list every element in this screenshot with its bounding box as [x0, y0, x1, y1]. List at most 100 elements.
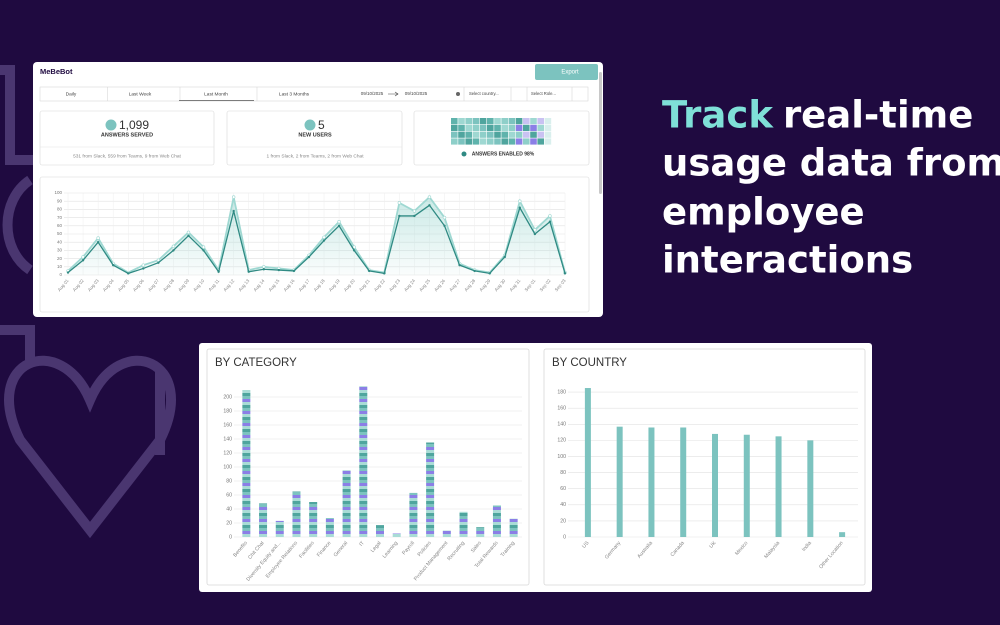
point	[186, 230, 191, 235]
bar	[325, 518, 334, 537]
y-tick-label: 60	[226, 492, 232, 498]
y-tick-label: 50	[57, 231, 63, 236]
heat-cell	[523, 124, 530, 131]
card-value: 5	[318, 118, 325, 132]
point	[81, 259, 85, 262]
y-tick-label: 40	[560, 502, 566, 508]
heat-cell	[508, 138, 516, 145]
point	[157, 261, 160, 264]
point	[247, 270, 250, 273]
heat-cell	[501, 118, 508, 125]
point	[96, 236, 100, 240]
heat-cell	[523, 131, 530, 138]
bar	[459, 511, 468, 537]
role-select[interactable]: Select Role...	[531, 91, 556, 96]
y-tick-label: 100	[54, 190, 62, 195]
y-tick-label: 20	[226, 520, 232, 526]
heat-cell	[451, 138, 458, 145]
bar	[584, 388, 591, 537]
heat-cell	[515, 131, 523, 138]
point	[141, 263, 146, 267]
bar	[476, 527, 485, 537]
bar	[616, 426, 623, 537]
y-tick-label: 100	[223, 464, 232, 470]
y-tick-label: 10	[57, 264, 63, 269]
y-tick-label: 0	[229, 534, 232, 540]
heat-cell	[530, 124, 537, 131]
heat-cell	[537, 118, 544, 125]
country-select[interactable]: Select country...	[469, 91, 499, 96]
y-tick-label: 80	[560, 470, 566, 476]
tab[interactable]: Last Week	[129, 91, 152, 97]
bar	[259, 503, 268, 537]
heat-cell	[494, 118, 501, 125]
bar	[492, 505, 501, 537]
point	[352, 249, 356, 252]
point	[398, 214, 401, 218]
point	[427, 195, 432, 199]
country-box	[543, 348, 866, 586]
heat-cell	[458, 131, 465, 138]
y-tick-label: 120	[223, 450, 232, 456]
heat-cell	[465, 118, 472, 125]
heat-cell	[479, 118, 487, 125]
headline-highlight: Track	[662, 94, 774, 137]
date-from[interactable]: 09/10/2025	[361, 91, 384, 96]
heat-cell	[494, 138, 501, 145]
heat-cell	[458, 124, 465, 131]
heat-cell	[465, 124, 472, 131]
point	[171, 244, 176, 249]
x-tick-label: US	[581, 540, 591, 550]
chart-title: BY COUNTRY	[552, 357, 627, 369]
point	[322, 235, 326, 239]
settings-icon[interactable]	[456, 92, 460, 96]
point	[428, 204, 431, 207]
line	[67, 204, 566, 275]
line	[67, 195, 566, 274]
date-to[interactable]: 09/10/2025	[405, 91, 428, 96]
bar	[342, 470, 351, 537]
point	[217, 270, 220, 273]
bar	[242, 390, 251, 537]
card-detail: 531 from Slack, 559 from Teams, 9 from W…	[73, 153, 181, 159]
point	[307, 255, 311, 259]
heat-cell	[451, 124, 458, 131]
heat-cell	[508, 131, 516, 138]
point	[66, 271, 70, 274]
heat-cell	[523, 138, 530, 145]
heat-cell	[487, 118, 494, 125]
dividers	[463, 87, 573, 101]
heat-cell	[537, 131, 544, 138]
heat-cell	[451, 131, 458, 138]
tab[interactable]: Last Month	[204, 91, 228, 97]
tab[interactable]: Daily	[66, 91, 77, 97]
y-tick-label: 180	[223, 408, 232, 414]
bar	[275, 520, 284, 537]
heat-cell	[537, 124, 544, 131]
y-tick-label: 140	[223, 436, 232, 442]
point	[397, 201, 402, 205]
heat-cell	[530, 138, 537, 145]
point	[518, 199, 522, 203]
card-label: ANSWERS ENABLED 98%	[472, 151, 535, 157]
card-label: ANSWERS SERVED	[101, 132, 153, 138]
export-button[interactable]	[535, 64, 598, 80]
headline-line: usage data from	[662, 142, 1000, 185]
point	[533, 228, 537, 232]
bar	[309, 502, 318, 537]
bar	[376, 525, 384, 537]
heat-cell	[472, 118, 480, 125]
y-tick-label: 0	[563, 534, 566, 540]
heat-cell	[544, 118, 552, 125]
heat-cell	[508, 118, 516, 125]
heat-cell	[515, 138, 523, 145]
arrow	[388, 91, 399, 97]
y-tick-label: 0	[59, 272, 62, 277]
info-icon	[461, 151, 467, 157]
heat-cell	[487, 138, 494, 145]
y-tick-label: 90	[57, 198, 63, 203]
tab[interactable]: Last 3 Months	[279, 91, 310, 97]
y-tick-label: 100	[557, 454, 566, 460]
heat-cell	[472, 124, 480, 131]
